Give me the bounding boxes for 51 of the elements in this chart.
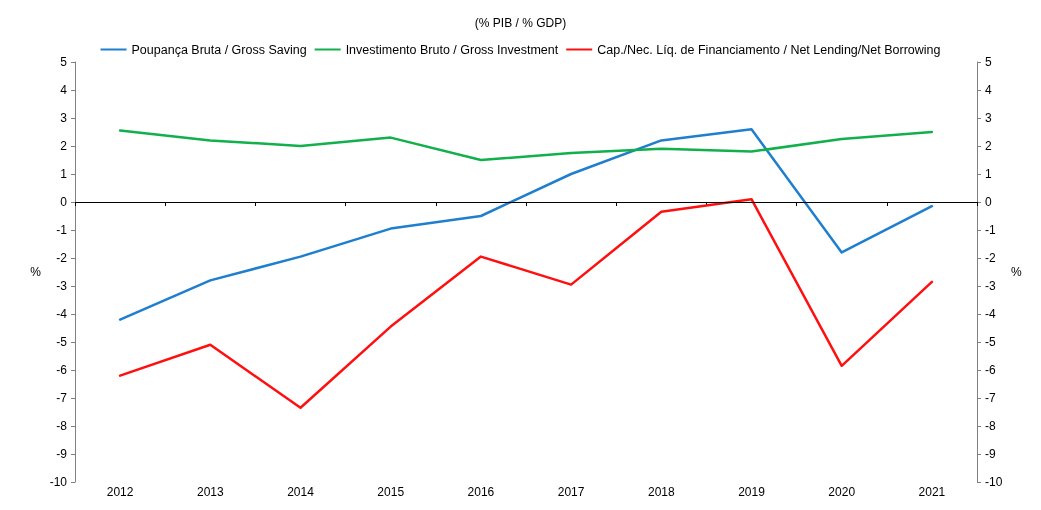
legend-label: Poupança Bruta / Gross Saving (131, 42, 307, 57)
legend-label: Cap./Nec. Líq. de Financiamento / Net Lending/Net Borrowing (597, 42, 941, 57)
y-tick-label: -4 (56, 307, 68, 321)
y-tick-label: 5 (60, 55, 68, 69)
chart-subtitle: (% PIB / % GDP) (474, 16, 567, 30)
x-tick-label: 2020 (828, 485, 856, 499)
y2-axis-title: % (1011, 265, 1022, 279)
x-tick-label: 2012 (106, 485, 134, 499)
x-tick-label: 2019 (738, 485, 766, 499)
y2-tick-label: 4 (985, 83, 992, 97)
y-tick-label: 2 (60, 139, 68, 153)
y2-tick-label: 0 (985, 195, 992, 209)
x-tick-label: 2021 (918, 485, 946, 499)
y2-tick-label: -9 (985, 447, 996, 461)
y-tick-label: 4 (60, 83, 68, 97)
y-tick-label: -1 (56, 223, 68, 237)
y-tick-label: -8 (56, 419, 68, 433)
line-series (118, 127, 934, 321)
y2-tick-label: -4 (985, 307, 996, 321)
line-series (118, 129, 934, 162)
y-tick-label: 0 (60, 195, 68, 209)
y-tick-label: -6 (56, 363, 68, 377)
y2-tick-label: 2 (985, 139, 992, 153)
y-tick-label: -3 (56, 279, 68, 293)
y2-tick-label: -1 (985, 223, 996, 237)
y-tick-label: -10 (49, 475, 68, 489)
y2-tick-label: -7 (985, 391, 996, 405)
y-tick-label: -7 (56, 391, 68, 405)
y2-tick-label: 3 (985, 111, 992, 125)
x-tick-label: 2015 (377, 485, 405, 499)
x-tick-label: 2017 (557, 485, 585, 499)
y2-tick-label: -6 (985, 363, 996, 377)
y-tick-label: 3 (60, 111, 68, 125)
x-tick-label: 2013 (196, 485, 224, 499)
x-tick-label: 2018 (647, 485, 675, 499)
y2-tick-label: -3 (985, 279, 996, 293)
y-tick-label: -5 (56, 335, 68, 349)
y-tick-label: -2 (56, 251, 68, 265)
y2-tick-label: -8 (985, 419, 996, 433)
y2-tick-label: -10 (985, 475, 1003, 489)
legend-label: Investimento Bruto / Gross Investment (345, 42, 559, 57)
y-axis-title: % (30, 265, 42, 279)
y-tick-label: -9 (56, 447, 68, 461)
x-tick-label: 2016 (467, 485, 495, 499)
y-tick-label: 1 (60, 167, 68, 181)
y2-tick-label: -5 (985, 335, 996, 349)
y2-tick-label: 1 (985, 167, 992, 181)
y2-tick-label: -2 (985, 251, 996, 265)
x-tick-label: 2014 (287, 485, 315, 499)
y2-tick-label: 5 (985, 55, 992, 69)
line-series (118, 197, 934, 410)
